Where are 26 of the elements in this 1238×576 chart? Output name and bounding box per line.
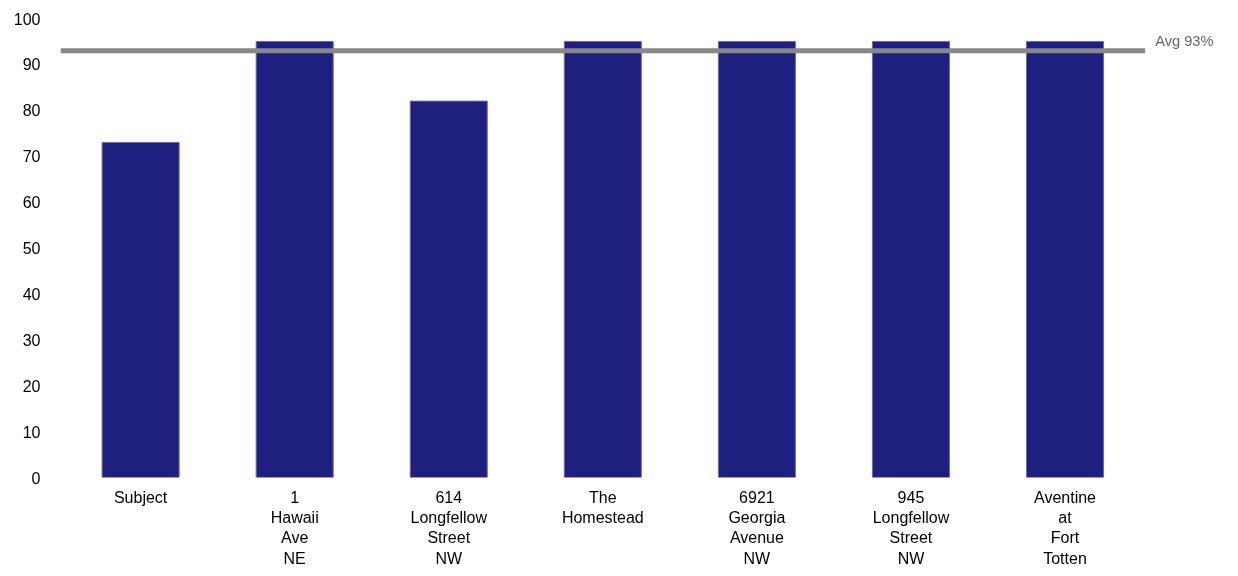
- x-tick-label: Aventine at Fort Totten: [1034, 488, 1097, 567]
- bar: [871, 40, 950, 478]
- ref-line-label: Avg 93%: [1155, 32, 1214, 49]
- y-tick-label: 80: [22, 102, 41, 120]
- y-tick-label: 50: [22, 240, 41, 257]
- bar: [717, 40, 796, 478]
- x-tick-label: The Homestead: [561, 488, 644, 526]
- y-tick-label: 30: [22, 331, 41, 349]
- y-tick-label: 70: [22, 148, 41, 166]
- bar: [409, 100, 488, 478]
- x-tick-label: 614 Longfellow Street NW: [410, 488, 488, 567]
- bar: [563, 40, 642, 478]
- x-tick-label: 945 Longfellow Street NW: [872, 488, 950, 567]
- y-tick-label: 10: [22, 423, 41, 441]
- x-tick-label: Subject: [113, 488, 168, 506]
- y-tick-label: 20: [22, 377, 41, 395]
- bar: [255, 40, 334, 478]
- bar: [101, 141, 180, 478]
- y-tick-label: 60: [22, 194, 41, 212]
- y-tick-label: 100: [13, 10, 41, 28]
- x-tick-label: 6921 Georgia Avenue NW: [728, 488, 786, 567]
- y-tick-label: 40: [22, 285, 41, 303]
- bar: [1026, 40, 1105, 478]
- y-tick-label: 90: [22, 56, 41, 74]
- x-tick-label: 1 Hawaii Ave NE: [270, 488, 319, 567]
- y-tick-label: 0: [31, 469, 41, 487]
